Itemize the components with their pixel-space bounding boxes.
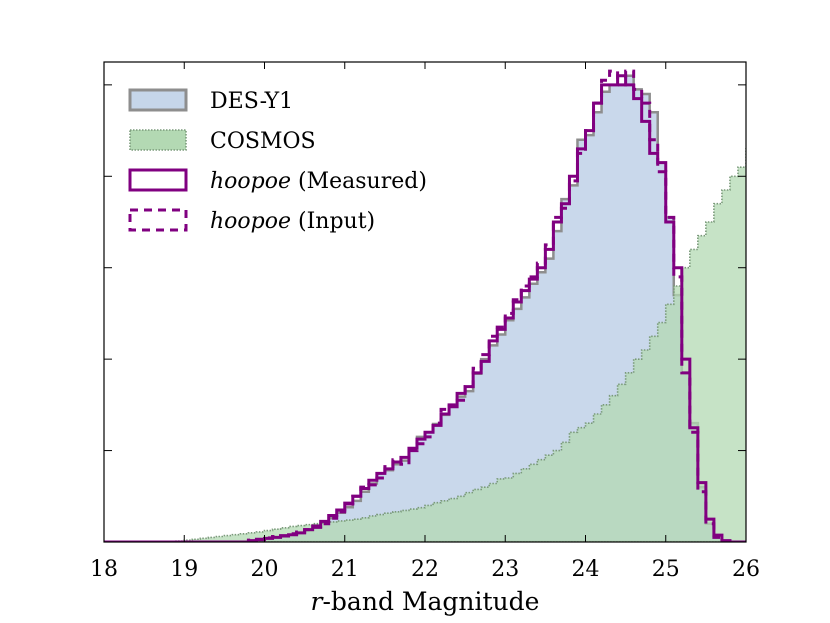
legend-swatch-measured: [128, 168, 188, 192]
legend-label-cosmos: COSMOS: [210, 129, 316, 154]
x-tick-label-24: 24: [572, 557, 600, 582]
legend-label-text-des: DES-Y1: [210, 89, 293, 114]
legend-swatch-cosmos: [129, 129, 187, 151]
series-hoopoe-input: [104, 69, 746, 542]
x-axis-label: r-band Magnitude: [311, 587, 540, 616]
legend-swatch-input: [128, 208, 188, 232]
legend-label-measured: hoopoe (Measured): [210, 169, 427, 194]
series-cosmos: [104, 148, 746, 542]
x-tick-label-26: 26: [732, 557, 760, 582]
legend-label-input: hoopoe (Input): [210, 209, 375, 234]
x-tick-label-18: 18: [90, 557, 118, 582]
x-tick-label-23: 23: [491, 557, 519, 582]
legend-label-text-cosmos: COSMOS: [210, 129, 316, 154]
legend-label-italic-input: hoopoe: [210, 209, 291, 234]
x-tick-label-20: 20: [251, 557, 279, 582]
x-tick-label-22: 22: [411, 557, 439, 582]
x-tick-label-19: 19: [170, 557, 198, 582]
legend-swatch-des: [128, 88, 188, 112]
legend-entry-cosmos: COSMOS: [129, 129, 316, 154]
series-area-cosmos: [104, 148, 746, 542]
legend-label-italic-measured: hoopoe: [210, 169, 291, 194]
legend-label-text-input: (Input): [291, 209, 375, 234]
legend-entry-measured: hoopoe (Measured): [128, 168, 427, 194]
series-line-hoopoe-input: [104, 69, 746, 542]
legend-label-des: DES-Y1: [210, 89, 293, 114]
legend-label-text-measured: (Measured): [291, 169, 427, 194]
legend-entry-input: hoopoe (Input): [128, 208, 375, 234]
legend-entry-des: DES-Y1: [128, 88, 293, 114]
x-tick-label-25: 25: [652, 557, 680, 582]
x-tick-label-21: 21: [331, 557, 359, 582]
